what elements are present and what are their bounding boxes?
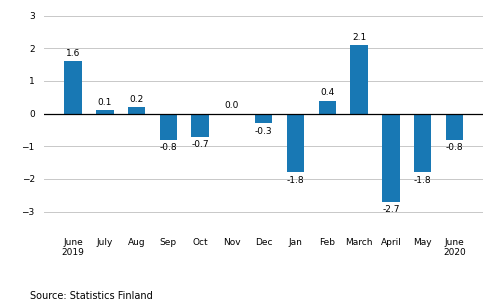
Text: -1.8: -1.8 (414, 176, 431, 185)
Text: 0.1: 0.1 (98, 98, 112, 107)
Text: 1.6: 1.6 (66, 49, 80, 58)
Text: 0.2: 0.2 (130, 95, 144, 104)
Text: 2.1: 2.1 (352, 33, 366, 42)
Bar (414, 114, 431, 172)
Bar (287, 114, 304, 172)
Bar (191, 114, 209, 136)
Bar (96, 110, 113, 114)
Bar (382, 114, 400, 202)
Text: -2.7: -2.7 (382, 205, 400, 214)
Bar (318, 101, 336, 114)
Bar (255, 114, 273, 123)
Text: -0.7: -0.7 (191, 140, 209, 149)
Bar (351, 45, 368, 114)
Bar (160, 114, 177, 140)
Bar (64, 61, 82, 114)
Bar (128, 107, 145, 114)
Text: -1.8: -1.8 (287, 176, 304, 185)
Text: 0.4: 0.4 (320, 88, 334, 97)
Text: -0.8: -0.8 (160, 143, 177, 152)
Text: -0.3: -0.3 (255, 127, 273, 136)
Text: Source: Statistics Finland: Source: Statistics Finland (30, 291, 152, 301)
Bar (446, 114, 463, 140)
Text: 0.0: 0.0 (225, 102, 239, 110)
Text: -0.8: -0.8 (446, 143, 463, 152)
